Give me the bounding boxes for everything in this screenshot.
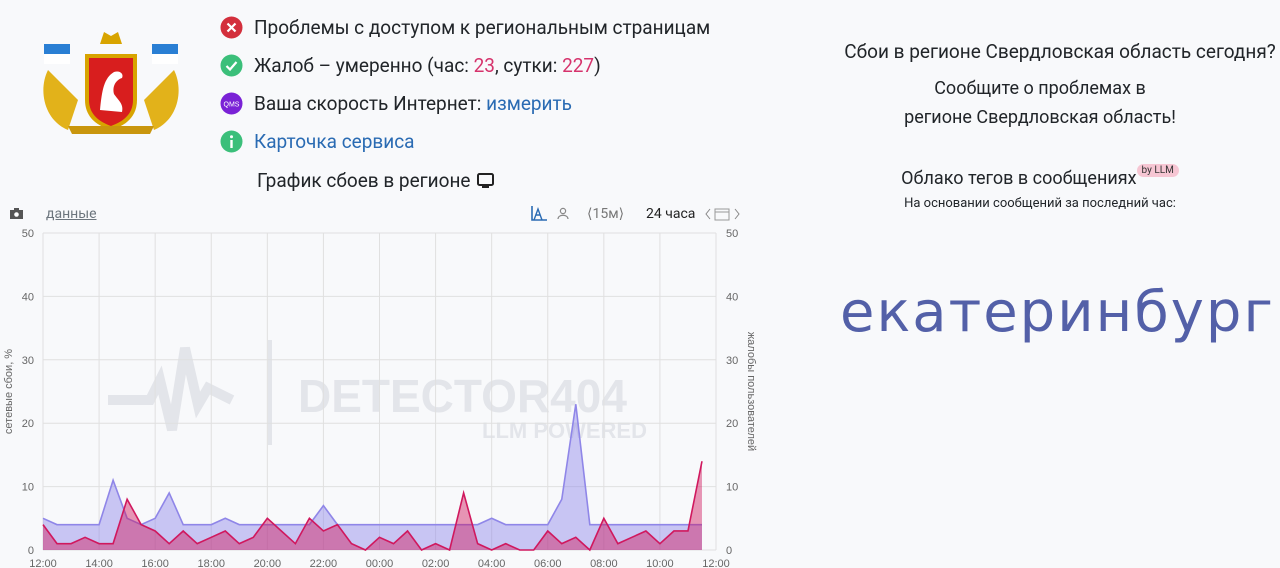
x-tick-label: 22:00 — [310, 558, 338, 568]
x-tick-label: 12:00 — [29, 558, 57, 568]
status-complaints: Жалоб – умеренно (час: 23, сутки: 227) — [220, 54, 601, 77]
status-sep: , сутки: — [494, 54, 558, 77]
day-count: 227 — [562, 54, 595, 77]
x-tick-label: 04:00 — [478, 558, 506, 568]
user-icon[interactable] — [557, 207, 569, 220]
watermark-brand: DETECTOR404 — [298, 370, 627, 422]
period-label: 24 часа — [646, 206, 696, 222]
y-tick-label: 0 — [28, 545, 34, 557]
chart-heading-text: График сбоев в регионе — [257, 169, 471, 192]
watermark-sub: LLM POWERED — [482, 418, 647, 443]
y2-tick-label: 10 — [726, 482, 738, 494]
sidebar-report-1: Сообщите о проблемах в — [934, 78, 1146, 99]
qms-label: QMS — [224, 102, 240, 109]
status-text: Проблемы с доступом к региональным стран… — [254, 16, 711, 39]
tags-note: На основании сообщений за последний час: — [904, 196, 1176, 211]
x-tick-label: 20:00 — [254, 558, 282, 568]
hour-count: 23 — [473, 54, 495, 77]
y-tick-label: 40 — [22, 291, 34, 303]
x-tick-label: 18:00 — [197, 558, 225, 568]
status-speed: QMS Ваша скорость Интернет: измерить — [220, 92, 572, 115]
ok-icon — [220, 54, 243, 77]
area-fill — [43, 461, 702, 550]
tags-title: Облако тегов в сообщениях — [901, 168, 1137, 189]
y-tick-label: 30 — [22, 355, 34, 367]
y2-tick-label: 40 — [726, 291, 738, 303]
error-icon — [220, 16, 243, 39]
date-nav[interactable] — [703, 206, 743, 222]
series-line — [42, 404, 702, 526]
y-tick-label: 10 — [22, 482, 34, 494]
x-tick-label: 02:00 — [422, 558, 450, 568]
watermark-logo — [108, 346, 235, 432]
x-tick-label: 14:00 — [85, 558, 113, 568]
y2-axis-label: жалобы пользователей — [745, 332, 757, 451]
status-card: Карточка сервиса — [220, 130, 415, 153]
tags-title-row: Облако тегов в сообщениях by LLM — [800, 164, 1280, 189]
sidebar-question: Сбои в регионе Свердловская область сего… — [844, 40, 1276, 63]
x-tick-label: 10:00 — [646, 558, 674, 568]
sidebar-report-2: регионе Свердловская область! — [904, 107, 1176, 128]
status-text: Ваша скорость Интернет: — [254, 92, 482, 115]
y-axis-label: сетевые сбои, % — [3, 349, 15, 434]
measure-link[interactable]: измерить — [486, 92, 572, 115]
y-tick-label: 20 — [22, 418, 34, 430]
x-tick-label: 08:00 — [590, 558, 618, 568]
service-card-link[interactable]: Карточка сервиса — [254, 130, 415, 153]
status-end: ) — [594, 54, 601, 77]
coat-of-arms — [43, 32, 179, 134]
llm-badge: by LLM — [1136, 164, 1179, 177]
y-tick-label: 50 — [22, 228, 34, 240]
y2-tick-label: 0 — [726, 545, 732, 557]
data-link[interactable]: данные — [46, 206, 97, 222]
chart-heading: График сбоев в регионе — [257, 169, 495, 192]
x-tick-label: 06:00 — [534, 558, 562, 568]
y2-tick-label: 50 — [726, 228, 738, 240]
status-access: Проблемы с доступом к региональным стран… — [220, 16, 710, 39]
y2-tick-label: 30 — [726, 355, 738, 367]
x-tick-label: 00:00 — [366, 558, 394, 568]
monitor-icon — [477, 172, 495, 188]
chart-mode-icon[interactable] — [530, 205, 548, 222]
camera-icon[interactable] — [10, 207, 24, 220]
info-icon — [220, 130, 243, 153]
y2-tick-label: 20 — [726, 418, 738, 430]
status-text: Жалоб – умеренно (час: — [254, 54, 469, 77]
tag-word[interactable]: екатеринбург — [840, 280, 1275, 345]
series-line — [42, 461, 703, 552]
x-tick-label: 12:00 — [702, 558, 730, 568]
interval-toggle[interactable]: ⟨15м⟩ — [587, 206, 625, 222]
qms-icon: QMS — [220, 92, 243, 115]
x-tick-label: 16:00 — [141, 558, 169, 568]
